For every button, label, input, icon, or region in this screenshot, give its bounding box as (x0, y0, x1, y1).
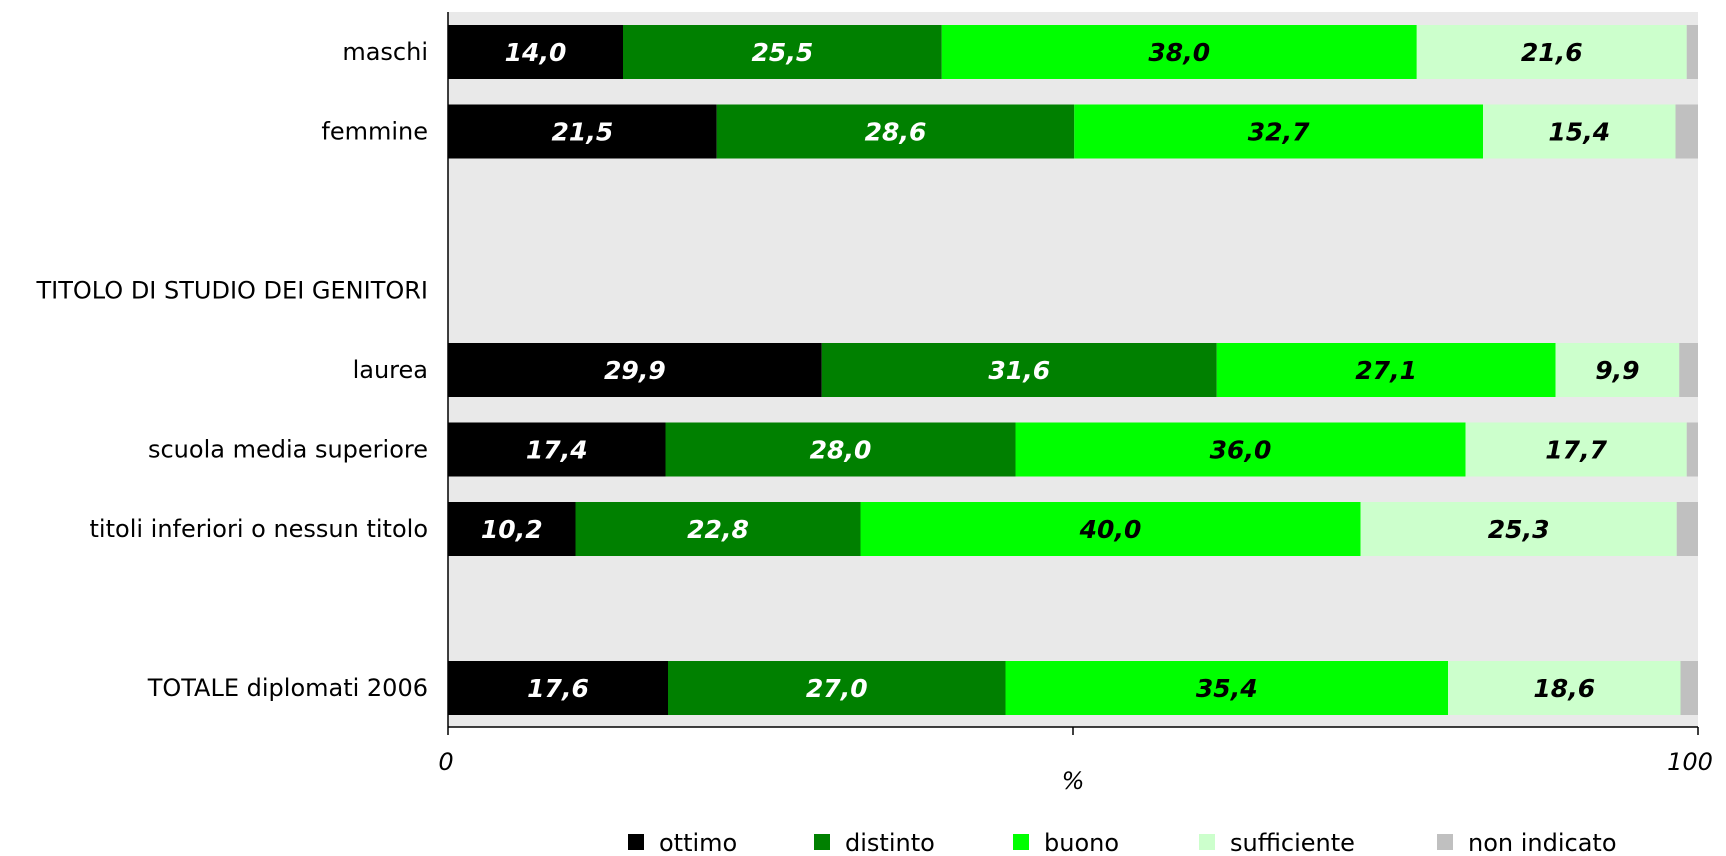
legend-swatch (628, 834, 644, 850)
data-label: 21,6 (1521, 38, 1583, 67)
x-axis-label: % (1062, 767, 1085, 795)
bar-segment-buono (1074, 104, 1483, 159)
bar-segment-ottimo (448, 104, 717, 159)
data-label: 14,0 (505, 38, 567, 67)
data-label: 15,4 (1548, 118, 1610, 147)
category-label: femmine (321, 118, 428, 146)
bar-segment-distinto (668, 661, 1006, 715)
legend-swatch (1437, 834, 1453, 850)
bar-segment-buono (1015, 422, 1466, 477)
legend-label: non indicato (1468, 829, 1617, 856)
legend: ottimo distinto buono sufficiente non indica… (628, 829, 1617, 856)
legend-swatch (1013, 834, 1029, 850)
bar-segment-buono (1005, 661, 1448, 715)
data-label: 17,7 (1545, 436, 1607, 465)
data-label: 27,1 (1355, 356, 1417, 385)
data-label: 28,6 (865, 118, 927, 147)
category-label: maschi (342, 38, 428, 66)
data-label: 25,5 (752, 38, 814, 67)
data-label: 10,2 (481, 515, 543, 544)
bar-segment-sufficiente (1416, 25, 1687, 79)
category-label: TITOLO DI STUDIO DEI GENITORI (36, 277, 429, 305)
bar-segment-non-indicato (1676, 502, 1698, 556)
x-axis-ticks: 0 100 (438, 727, 1713, 776)
legend-label: ottimo (659, 829, 737, 856)
bar-segment-ottimo (448, 502, 576, 556)
data-label: 18,6 (1533, 674, 1595, 703)
x-tick-label: 100 (1667, 748, 1713, 776)
bar-segment-ottimo (448, 661, 668, 715)
x-tick-label: 0 (438, 748, 453, 776)
bar-segment-sufficiente (1483, 104, 1676, 159)
data-label: 31,6 (988, 356, 1050, 385)
bar-segment-non-indicato (1680, 661, 1698, 715)
data-label: 28,0 (810, 436, 872, 465)
data-label: 27,0 (806, 674, 868, 703)
bar-segment-ottimo (448, 343, 822, 397)
bar-segment-sufficiente (1448, 661, 1681, 715)
bar-segment-ottimo (448, 422, 666, 477)
bar-segment-non-indicato (1686, 422, 1698, 477)
bar-segment-ottimo (448, 25, 623, 79)
bar-segment-buono (860, 502, 1361, 556)
data-label: 29,9 (604, 356, 666, 385)
category-label: laurea (353, 356, 428, 384)
data-label: 32,7 (1248, 118, 1310, 147)
bar-segment-distinto (821, 343, 1217, 397)
bar-segment-non-indicato (1686, 25, 1698, 79)
bar-segment-distinto (575, 502, 861, 556)
bar-segment-distinto (665, 422, 1016, 477)
bar-segment-distinto (716, 104, 1075, 159)
bar-segment-non-indicato (1675, 104, 1698, 159)
bar-segment-non-indicato (1679, 343, 1698, 397)
data-label: 22,8 (687, 515, 749, 544)
category-labels: maschi femmine TITOLO DI STUDIO DEI GENITO… (36, 38, 429, 702)
bar-segment-buono (941, 25, 1417, 79)
data-label: 25,3 (1488, 515, 1550, 544)
data-label: 35,4 (1196, 674, 1258, 703)
data-label: 17,6 (527, 674, 589, 703)
data-label: 40,0 (1079, 515, 1142, 544)
data-label: 36,0 (1210, 436, 1272, 465)
bar-segment-sufficiente (1360, 502, 1677, 556)
category-label: TOTALE diplomati 2006 (147, 674, 428, 702)
category-label: scuola media superiore (148, 436, 428, 464)
data-label: 38,0 (1148, 38, 1210, 67)
bar-segment-buono (1216, 343, 1556, 397)
legend-label: buono (1044, 829, 1119, 856)
legend-label: sufficiente (1230, 829, 1355, 856)
legend-swatch (814, 834, 830, 850)
bar-segment-sufficiente (1465, 422, 1687, 477)
bar-segment-sufficiente (1555, 343, 1680, 397)
data-label: 9,9 (1595, 356, 1639, 385)
legend-swatch (1199, 834, 1215, 850)
bar-segment-distinto (623, 25, 942, 79)
legend-label: distinto (845, 829, 935, 856)
category-label: titoli inferiori o nessun titolo (90, 515, 428, 543)
data-label: 17,4 (526, 436, 588, 465)
bars-layer: 14,0 25,5 38,0 21,6 21,5 28,6 32,7 15,4 29,9 31,6… (448, 25, 1698, 715)
data-label: 21,5 (552, 118, 614, 147)
